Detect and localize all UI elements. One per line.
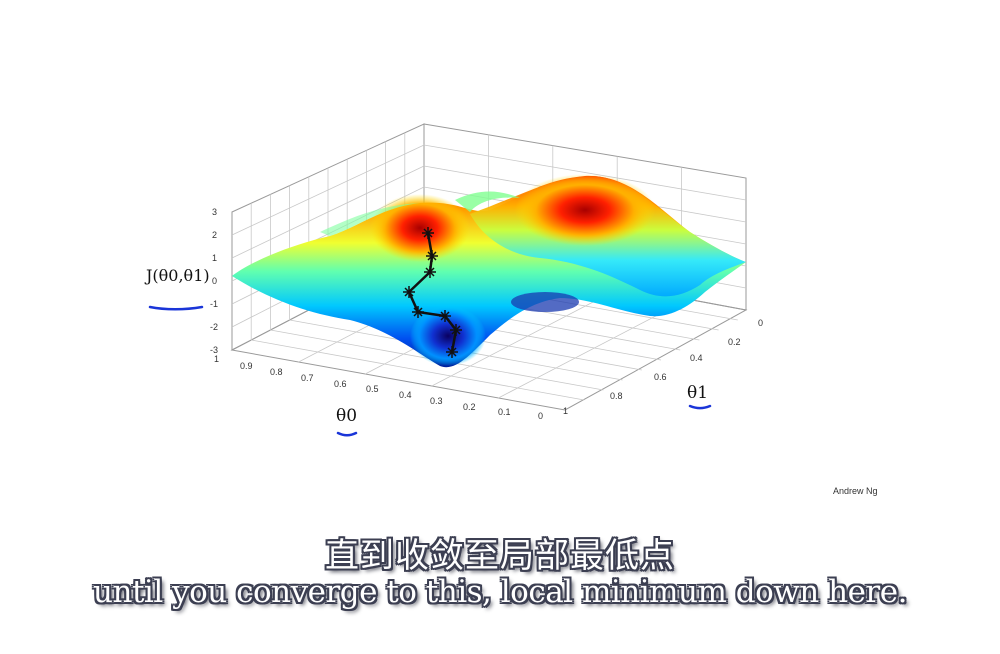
path-marker [413,307,423,317]
y-axis-label: θ1 [687,383,708,403]
path-marker [427,251,437,261]
y-tick-label: 0 [758,318,763,328]
y-tick-label: 0.8 [610,391,623,401]
grid-line [431,285,624,387]
x-tick-label: 0.4 [399,390,412,400]
x-tick-label: 0.6 [334,379,347,389]
z-axis-label: J(θ0,θ1) [144,266,210,285]
y-tick-label: 0.2 [728,337,741,347]
y-axis-ticks: 0 0.2 0.4 0.6 0.8 1 [563,318,763,416]
z-tick-label: 3 [212,207,217,217]
cost-surface [232,174,746,368]
z-axis-ticks: 3 2 1 0 -1 -2 -3 [210,207,218,355]
surface-plot: 3 2 1 0 -1 -2 -3 1 0.9 0.8 0.7 0.6 0.5 0… [144,123,763,437]
x-tick-label: 0.1 [498,407,511,417]
x-tick-label: 0 [538,411,543,421]
underline-mark [336,431,358,437]
grid-line [423,144,747,201]
z-tick-label: 0 [212,276,217,286]
path-marker [425,267,435,277]
path-marker [447,347,457,357]
underline-mark [688,404,712,410]
x-axis-label: θ0 [336,406,357,426]
descent-path [403,227,462,358]
x-tick-label: 1 [214,354,219,364]
x-tick-label: 0.5 [366,384,379,394]
x-tick-label: 0.7 [301,373,314,383]
path-marker [451,325,461,335]
z-tick-label: -1 [210,299,218,309]
subtitle-english: until you converge to this, local minimu… [93,574,907,610]
x-tick-label: 0.3 [430,396,443,406]
path-marker [404,287,414,297]
path-marker [440,311,450,321]
y-tick-label: 0.4 [690,353,703,363]
z-tick-label: 1 [212,253,217,263]
x-tick-label: 0.2 [463,402,476,412]
z-tick-label: 2 [212,230,217,240]
underline-mark [148,305,204,311]
x-tick-label: 0.8 [270,367,283,377]
x-axis-ticks: 1 0.9 0.8 0.7 0.6 0.5 0.4 0.3 0.2 0.1 0 [214,354,543,421]
y-tick-label: 1 [563,406,568,416]
z-tick-label: -2 [210,322,218,332]
x-tick-label: 0.9 [240,361,253,371]
path-marker [423,228,433,238]
grid-line [251,339,585,401]
z-tick-label: -3 [210,345,218,355]
annotation-underlines [148,305,712,437]
subtitle-chinese: 直到收敛至局部最低点 [325,536,675,576]
credit-text: Andrew Ng [833,486,878,496]
y-tick-label: 0.6 [654,372,667,382]
